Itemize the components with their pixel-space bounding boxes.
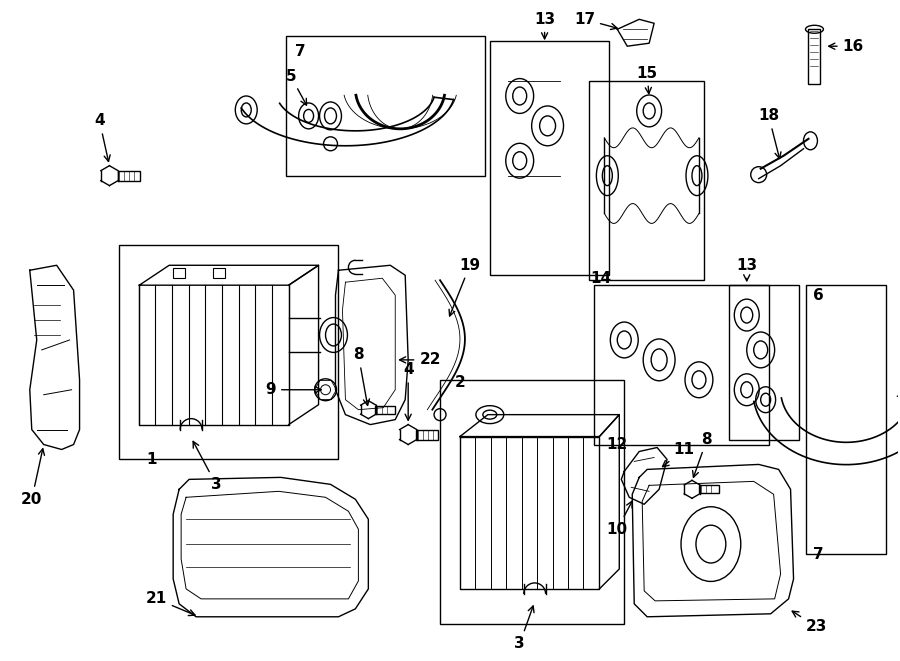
Text: 17: 17 [574, 12, 617, 30]
Bar [440, 380, 625, 624]
Text: 14: 14 [590, 271, 612, 286]
Text: 8: 8 [693, 432, 712, 477]
Text: 1: 1 [146, 452, 157, 467]
Text: 4: 4 [403, 362, 413, 420]
Text: 3: 3 [515, 606, 534, 651]
Bar [590, 81, 704, 280]
Text: 9: 9 [266, 382, 321, 397]
Text: 21: 21 [146, 592, 195, 615]
Text: 4: 4 [94, 114, 110, 161]
Text: 10: 10 [607, 501, 632, 537]
Text: 8: 8 [353, 348, 370, 405]
Bar [808, 29, 821, 84]
Bar [173, 268, 185, 278]
Bar [699, 485, 719, 493]
Text: 16: 16 [829, 39, 864, 54]
Text: 2: 2 [454, 375, 465, 390]
Text: 7: 7 [295, 44, 306, 59]
Text: 18: 18 [758, 108, 781, 159]
Bar [213, 268, 225, 278]
Text: 5: 5 [285, 69, 307, 105]
Text: 15: 15 [636, 65, 658, 94]
Bar [120, 245, 338, 459]
Text: 3: 3 [194, 442, 221, 492]
Text: 7: 7 [813, 547, 824, 562]
Bar [285, 36, 485, 176]
Text: 11: 11 [662, 442, 695, 467]
Text: 13: 13 [736, 258, 757, 281]
Text: 12: 12 [607, 437, 628, 452]
Bar [375, 406, 395, 414]
Bar [119, 171, 140, 180]
Bar [594, 285, 769, 444]
Text: 20: 20 [21, 449, 44, 507]
Text: 6: 6 [813, 288, 824, 303]
Bar [490, 41, 609, 275]
Bar [806, 285, 886, 554]
Text: 13: 13 [534, 12, 555, 39]
Text: 23: 23 [792, 611, 827, 635]
Bar [416, 430, 438, 440]
Bar [729, 285, 798, 440]
Text: 22: 22 [400, 352, 441, 368]
Text: 19: 19 [449, 258, 481, 316]
